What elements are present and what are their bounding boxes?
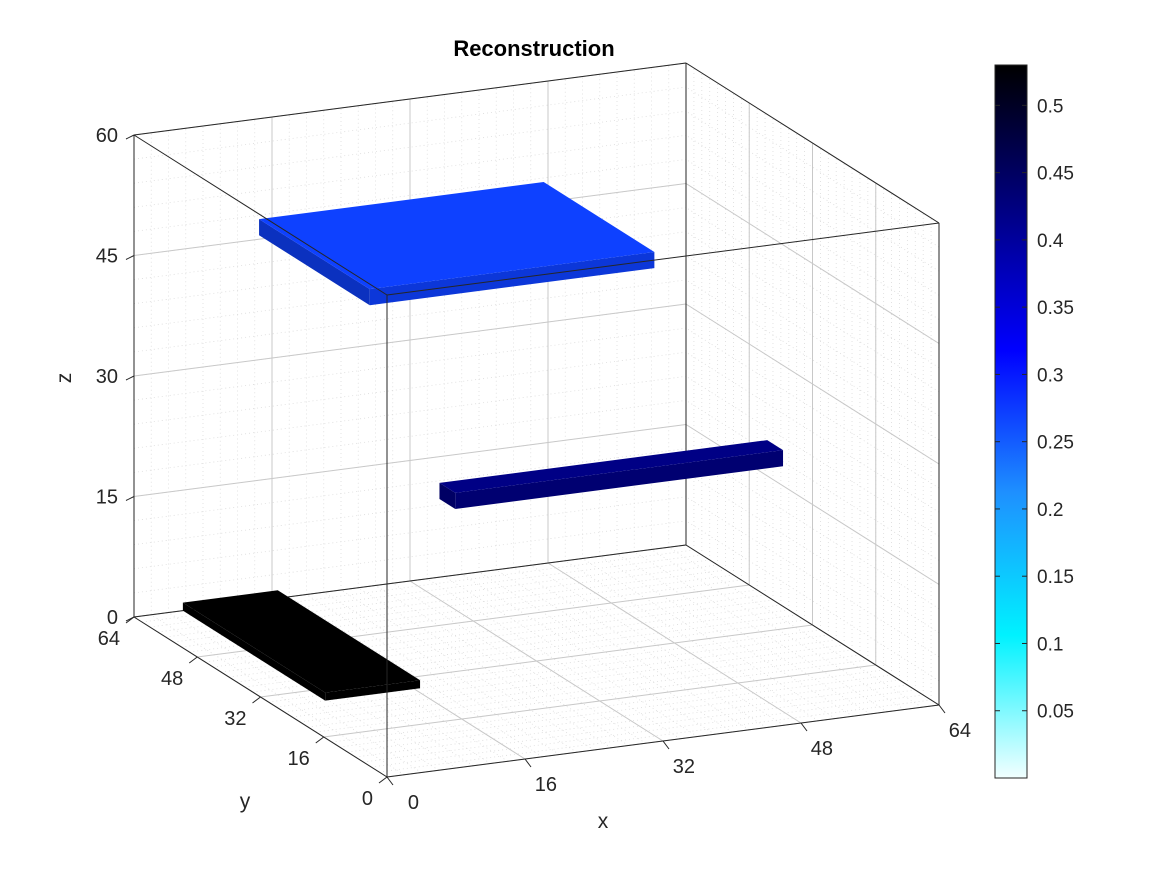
colorbar-tick-label: 0.35 — [1037, 298, 1074, 319]
x-axis-label: x — [598, 810, 609, 833]
y-tick-label: 48 — [161, 668, 183, 690]
minor-grid-line — [292, 644, 845, 718]
minor-grid-line — [379, 699, 932, 773]
x-tick-label: 48 — [811, 738, 833, 760]
major-grid-line — [685, 303, 940, 465]
minor-grid-line — [133, 86, 687, 160]
y-tick-mark — [315, 736, 325, 744]
top-slab-side-face — [259, 219, 370, 306]
box-edge — [133, 134, 388, 296]
minor-grid-line — [133, 279, 687, 353]
box-edge — [685, 62, 940, 224]
minor-grid-line — [133, 327, 687, 401]
z-axis-label: z — [53, 373, 76, 384]
minor-grid-line — [133, 351, 687, 425]
chart-title: Reconstruction — [453, 36, 614, 61]
minor-grid-line — [307, 654, 860, 728]
voxel-objects — [182, 182, 784, 701]
major-grid-line — [685, 183, 940, 344]
minor-grid-line — [339, 674, 892, 748]
y-axis-label: y — [240, 790, 251, 813]
minor-grid-line — [347, 679, 900, 753]
x-tick-mark — [662, 740, 670, 750]
minor-grid-line — [133, 520, 687, 594]
minor-grid-line — [363, 689, 916, 763]
x-tick-mark — [938, 704, 946, 714]
colorbar-tick-label: 0.2 — [1037, 500, 1063, 521]
major-grid-line — [133, 424, 687, 497]
x-tick-label: 0 — [408, 792, 419, 814]
minor-grid-line — [133, 400, 687, 473]
colorbar-tick-label: 0.5 — [1037, 96, 1063, 117]
minor-grid-line — [284, 639, 837, 713]
x-tick-mark — [800, 722, 808, 732]
x-tick-label: 16 — [535, 774, 557, 796]
z-tick-mark — [125, 496, 135, 501]
box-edge — [685, 544, 940, 706]
middle-bar-top-face — [439, 440, 784, 493]
middle-bar-front-face — [455, 450, 784, 509]
y-tick-label: 32 — [224, 708, 246, 730]
bottom-bar-front-face — [325, 680, 421, 701]
x-tick-mark — [386, 776, 394, 786]
middle-bar-side-face — [439, 482, 456, 509]
minor-grid-line — [133, 255, 687, 329]
minor-grid-line — [315, 659, 868, 733]
z-tick-label: 30 — [96, 366, 118, 388]
colorbar-tick-label: 0.15 — [1037, 567, 1074, 588]
colorbar-tick-label: 0.25 — [1037, 433, 1074, 454]
major-grid-line — [133, 303, 687, 377]
colorbar-tick-label: 0.4 — [1037, 231, 1064, 252]
y-tick-label: 64 — [98, 628, 120, 650]
z-tick-mark — [125, 375, 135, 381]
colorbar-tick-label: 0.3 — [1037, 365, 1063, 386]
colorbar-gradient — [994, 64, 1028, 779]
minor-grid-line — [133, 207, 687, 280]
minor-grid-line — [299, 649, 853, 723]
box-edge — [386, 222, 940, 296]
z-tick-label: 0 — [107, 607, 118, 629]
minor-grid-line — [133, 448, 687, 521]
z-tick-label: 45 — [96, 246, 118, 268]
colorbar-tick-label: 0.45 — [1037, 164, 1074, 185]
y-tick-label: 0 — [362, 788, 373, 810]
x-tick-mark — [524, 758, 532, 768]
colorbar-tick-label: 0.05 — [1037, 702, 1074, 723]
z-tick-label: 15 — [96, 487, 118, 509]
z-tick-mark — [125, 134, 135, 140]
y-tick-label: 16 — [288, 748, 310, 770]
x-tick-label: 64 — [949, 720, 971, 742]
minor-grid-line — [133, 159, 687, 232]
z-tick-label: 60 — [96, 125, 118, 147]
minor-grid-line — [331, 669, 884, 743]
y-tick-mark — [252, 696, 261, 704]
x-tick-label: 32 — [673, 756, 695, 778]
bottom-bar-side-face — [182, 602, 326, 701]
minor-grid-line — [133, 472, 687, 546]
colorbar-tick-label: 0.1 — [1037, 634, 1063, 655]
y-tick-mark — [188, 656, 198, 664]
top-slab-top-face — [259, 182, 655, 290]
colorbar: 0.05 0.1 0.15 0.2 0.25 0.3 0.35 0.4 0.45 0.5 — [994, 64, 1074, 779]
minor-grid-line — [355, 684, 908, 758]
minor-grid-line — [133, 134, 687, 208]
major-grid-line — [323, 664, 876, 738]
minor-grid-line — [133, 375, 687, 449]
z-tick-mark — [125, 616, 135, 622]
bottom-bar-top-face — [182, 590, 421, 693]
minor-grid-line — [133, 110, 687, 184]
minor-grid-line — [133, 231, 687, 305]
minor-grid-line — [133, 496, 687, 570]
z-tick-mark — [125, 255, 135, 260]
minor-grid-line — [371, 694, 924, 768]
box-edge — [133, 62, 687, 136]
y-tick-mark — [378, 776, 388, 784]
